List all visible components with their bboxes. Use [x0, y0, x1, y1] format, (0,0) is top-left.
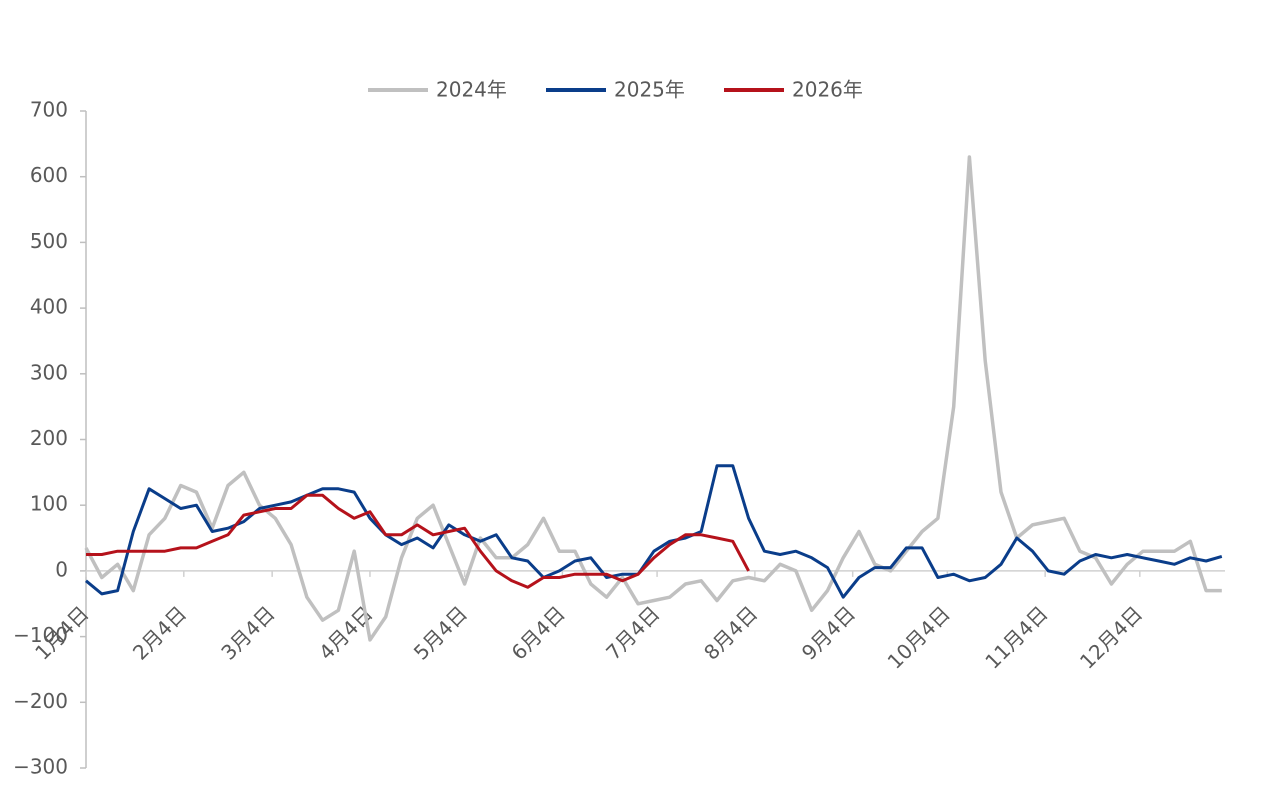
y-tick-label: −200: [13, 689, 68, 713]
y-tick-label: 600: [30, 163, 68, 187]
x-tick-label: 11月4日: [980, 601, 1052, 673]
x-tick-label: 8月4日: [699, 601, 762, 664]
x-tick-label: 3月4日: [216, 601, 279, 664]
y-tick-label: 200: [30, 426, 68, 450]
legend-label: 2026年: [792, 78, 863, 102]
y-tick-label: 100: [30, 492, 68, 516]
series-line: [85, 464, 1223, 599]
series-line: [84, 155, 1222, 642]
y-tick-label: 300: [30, 360, 68, 384]
y-tick-label: 0: [55, 557, 68, 581]
series-line: [86, 493, 750, 589]
x-tick-label: 2月4日: [128, 601, 191, 664]
x-tick-label: 7月4日: [601, 601, 664, 664]
legend-label: 2024年: [436, 78, 507, 102]
x-tick-label: 10月4日: [883, 601, 955, 673]
y-tick-label: 700: [30, 98, 68, 122]
x-tick-label: 9月4日: [797, 601, 860, 664]
y-tick-label: −300: [13, 755, 68, 779]
legend-label: 2025年: [614, 78, 685, 102]
y-tick-label: −100: [13, 623, 68, 647]
x-tick-label: 5月4日: [409, 601, 472, 664]
y-tick-label: 400: [30, 295, 68, 319]
x-tick-label: 12月4日: [1075, 601, 1147, 673]
y-tick-label: 500: [30, 229, 68, 253]
x-tick-label: 6月4日: [507, 601, 570, 664]
